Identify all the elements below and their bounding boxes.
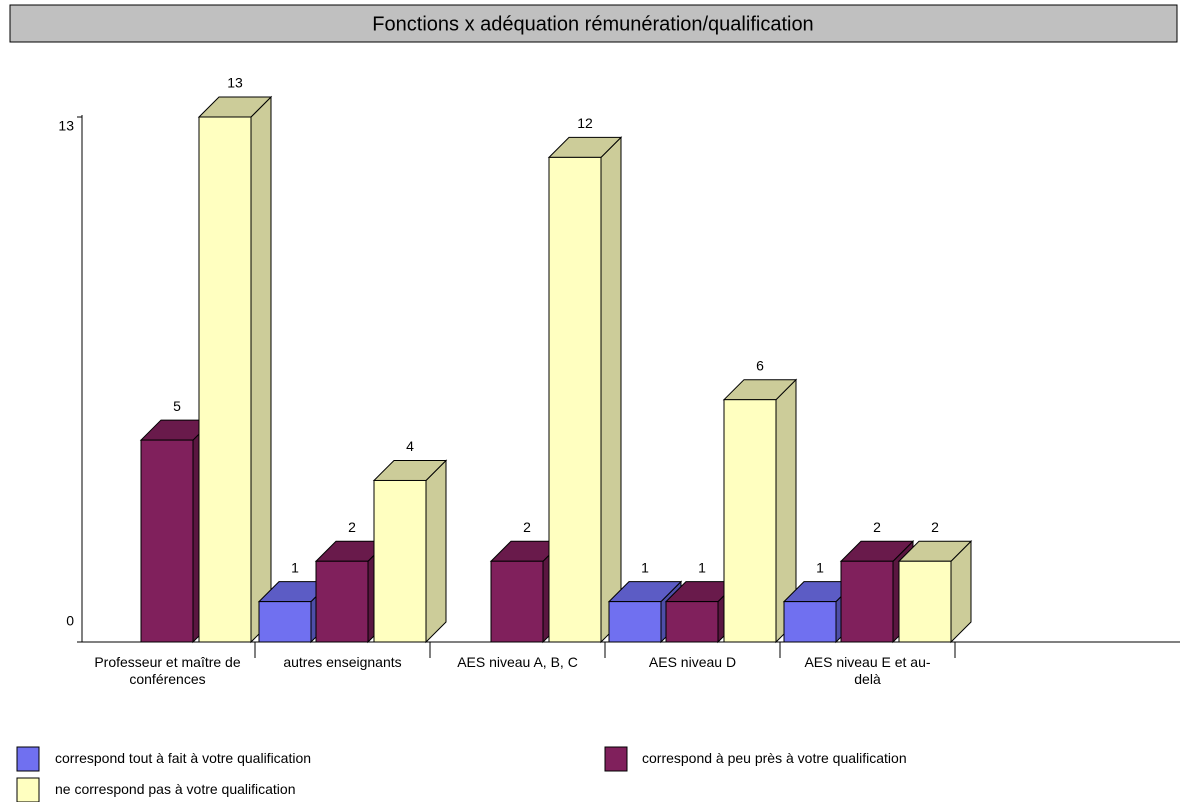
x-tick-label: autres enseignants xyxy=(283,654,402,670)
value-label: 1 xyxy=(291,559,299,575)
x-tick-label: AES niveau E et au-delà xyxy=(804,654,931,687)
y-tick-label: 0 xyxy=(66,613,74,629)
bar xyxy=(373,479,427,643)
bar xyxy=(198,116,252,643)
chart-title: Fonctions x adéquation rémunération/qual… xyxy=(372,13,813,35)
y-tick-label: 13 xyxy=(58,118,74,134)
legend-swatch xyxy=(16,746,40,772)
bar xyxy=(548,156,602,643)
bar-side xyxy=(250,95,272,644)
value-label: 1 xyxy=(641,559,649,575)
legend-label: ne correspond pas à votre qualification xyxy=(55,781,296,797)
value-label: 4 xyxy=(406,438,414,454)
x-tick-label: Professeur et maître de conférences xyxy=(94,654,241,687)
bar xyxy=(490,560,544,643)
legend-label: correspond tout à fait à votre qualifica… xyxy=(55,750,312,766)
bar xyxy=(608,601,662,643)
value-label: 13 xyxy=(227,75,243,91)
value-label: 12 xyxy=(577,115,593,131)
bar-side xyxy=(425,459,447,644)
value-label: 5 xyxy=(173,398,181,414)
bar xyxy=(315,560,369,643)
x-tick-label: AES niveau D xyxy=(648,654,737,670)
value-label: 2 xyxy=(873,519,881,535)
bar xyxy=(723,399,777,643)
value-label: 1 xyxy=(816,559,824,575)
bar xyxy=(783,601,837,643)
bar xyxy=(140,439,194,643)
bar xyxy=(258,601,312,643)
value-label: 6 xyxy=(756,357,764,373)
bar xyxy=(665,601,719,643)
value-label: 2 xyxy=(523,519,531,535)
bar-side xyxy=(600,136,622,644)
value-label: 2 xyxy=(931,519,939,535)
legend-swatch xyxy=(16,777,40,802)
value-label: 1 xyxy=(698,559,706,575)
bar xyxy=(840,560,894,643)
title-box xyxy=(9,4,1178,43)
value-label: 2 xyxy=(348,519,356,535)
legend-label: correspond à peu près à votre qualificat… xyxy=(642,750,907,766)
bar xyxy=(898,560,952,643)
legend-swatch xyxy=(604,746,628,772)
x-tick-label: AES niveau A, B, C xyxy=(457,654,578,670)
